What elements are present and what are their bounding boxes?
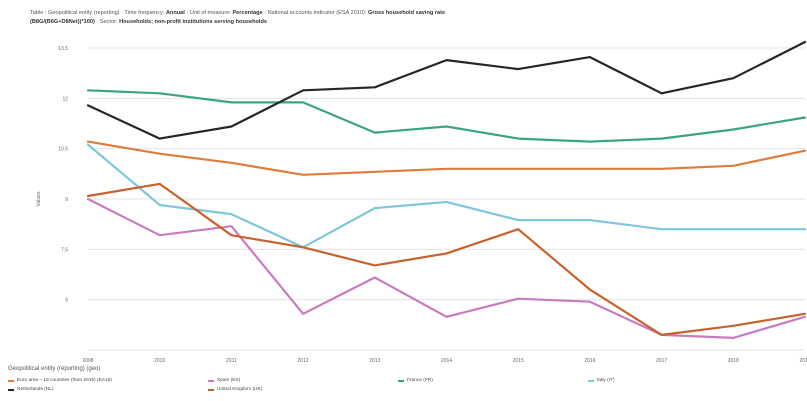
legend-label: Italy (IT) bbox=[597, 378, 615, 383]
x-tick-label: 2016 bbox=[584, 358, 595, 364]
header-sector-label: · Sector: bbox=[96, 19, 118, 25]
legend-swatch bbox=[208, 379, 214, 382]
header-indicator: Gross household saving rate bbox=[368, 10, 446, 16]
x-tick-label: 2010 bbox=[154, 358, 165, 364]
y-tick-label: 7.5 bbox=[61, 247, 68, 253]
header-formula: (B8G/(B6G+D8Net))*100) bbox=[30, 19, 95, 25]
header-line-1: Table : Geopolitical entity (reporting) … bbox=[30, 9, 800, 18]
legend-label: France (FR) bbox=[407, 378, 433, 383]
header-indicator-label: · National accounts indicator (ESA 2010)… bbox=[264, 10, 367, 16]
y-tick-label: 13.5 bbox=[58, 46, 68, 52]
y-tick-label: 10.5 bbox=[58, 147, 68, 153]
x-tick-label: 2015 bbox=[513, 358, 524, 364]
y-axis-label: Values bbox=[36, 191, 42, 206]
legend-item[interactable]: Netherlands (NL) bbox=[8, 387, 54, 392]
legend: Euro area – 19 countries (from 2015) (EA… bbox=[8, 378, 803, 400]
x-tick-label: 2008 bbox=[82, 358, 93, 364]
legend-item[interactable]: Spain (ES) bbox=[208, 378, 240, 383]
legend-label: United Kingdom (UK) bbox=[217, 387, 263, 392]
header-sector: Households; non-profit institutions serv… bbox=[119, 19, 267, 25]
header-unit-label: · Unit of measure: bbox=[186, 10, 231, 16]
legend-swatch bbox=[398, 379, 404, 382]
x-tick-label: 2013 bbox=[369, 358, 380, 364]
legend-label: Netherlands (NL) bbox=[17, 387, 54, 392]
series-line bbox=[86, 40, 807, 140]
series-line bbox=[86, 89, 807, 143]
x-tick-label: 2019 bbox=[799, 358, 807, 364]
legend-item[interactable]: United Kingdom (UK) bbox=[208, 387, 262, 392]
legend-swatch bbox=[8, 379, 14, 382]
x-tick-label: 2011 bbox=[226, 358, 237, 364]
legend-swatch bbox=[588, 379, 594, 382]
series-line bbox=[86, 140, 807, 176]
x-tick-label: 2012 bbox=[298, 358, 309, 364]
y-tick-label: 12 bbox=[62, 96, 68, 102]
legend-swatch bbox=[208, 388, 214, 391]
series-line bbox=[86, 182, 807, 336]
y-tick-label: 6 bbox=[65, 298, 68, 304]
header-unit: Percentage bbox=[232, 10, 263, 16]
x-tick-label: 2017 bbox=[656, 358, 667, 364]
legend-label: Euro area – 19 countries (from 2015) (EA… bbox=[17, 378, 112, 383]
series-line bbox=[86, 197, 807, 339]
legend-item[interactable]: Euro area – 19 countries (from 2015) (EA… bbox=[8, 378, 112, 383]
header-frequency: Annual bbox=[165, 10, 185, 16]
series-line bbox=[86, 143, 807, 249]
legend-item[interactable]: France (FR) bbox=[398, 378, 433, 383]
header-line-2: (B8G/(B6G+D8Net))*100) · Sector: Househo… bbox=[30, 18, 800, 27]
legend-title: Geopolitical entity (reporting) (geo) bbox=[8, 366, 101, 372]
legend-label: Spain (ES) bbox=[217, 378, 241, 383]
header-table-label: Table : Geopolitical entity (reporting) … bbox=[30, 10, 165, 16]
y-tick-label: 9 bbox=[65, 197, 68, 203]
x-tick-label: 2018 bbox=[728, 358, 739, 364]
legend-item[interactable]: Italy (IT) bbox=[588, 378, 615, 383]
legend-swatch bbox=[8, 388, 14, 391]
chart-header: Table : Geopolitical entity (reporting) … bbox=[30, 9, 800, 27]
x-tick-label: 2014 bbox=[441, 358, 452, 364]
